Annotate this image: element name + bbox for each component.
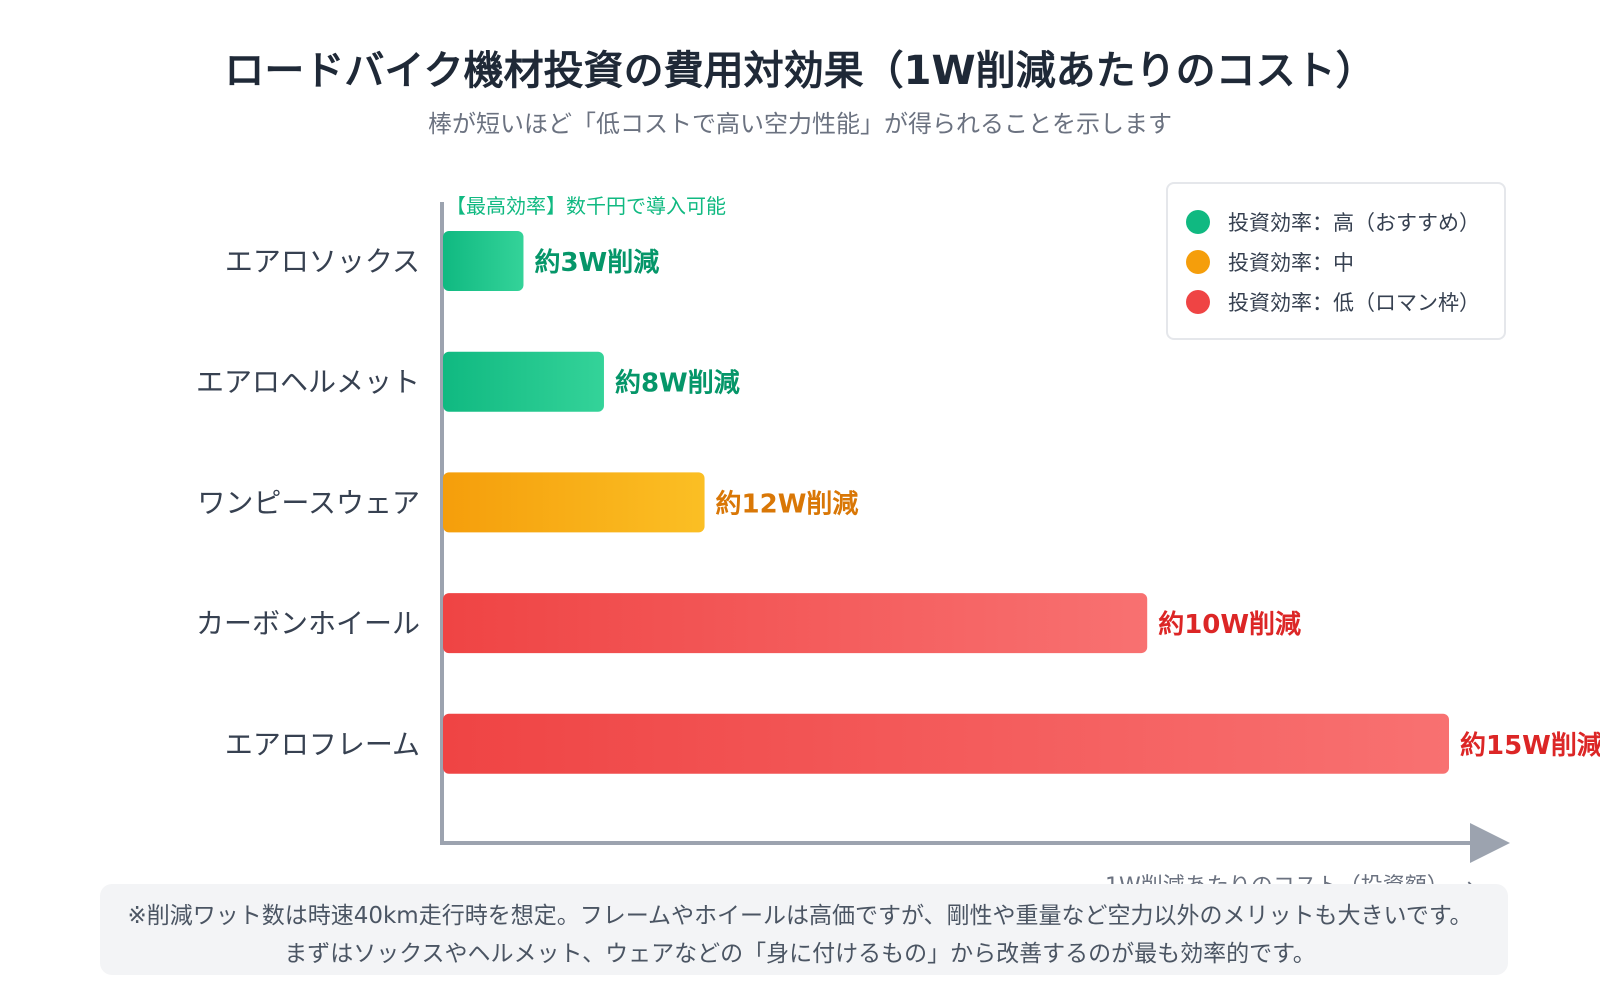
legend: 投資効率：高（おすすめ） 投資効率：中 投資効率：低（ロマン枠）: [1166, 182, 1506, 340]
chart-subtitle: 棒が短いほど「低コストで高い空力性能」が得られることを示します: [428, 110, 1172, 138]
data-label: 約3W削減: [534, 247, 659, 278]
bar-4: [443, 593, 1148, 654]
footnote-line-1: ※削減ワット数は時速40km走行時を想定。フレームやホイールは高価ですが、剛性や…: [127, 903, 1473, 929]
bar-2: [443, 351, 604, 412]
category-label: カーボンホイール: [196, 607, 420, 640]
x-axis-arrow-icon: [1470, 823, 1510, 863]
chart-title: ロードバイク機材投資の費用対効果（1W削減あたりのコスト）: [224, 48, 1376, 94]
bar-1: [443, 231, 524, 291]
footnote-line-2: まずはソックスやヘルメット、ウェアなどの「身に付けるもの」から改善するのが最も効…: [284, 941, 1316, 967]
legend-item-low: 投資効率：低（ロマン枠）: [1186, 282, 1504, 322]
legend-item-high: 投資効率：高（おすすめ）: [1186, 202, 1504, 242]
data-label: 約10W削減: [1158, 609, 1301, 640]
legend-dot-high: [1186, 210, 1210, 234]
legend-item-mid: 投資効率：中: [1186, 242, 1504, 282]
data-label: 約12W削減: [716, 488, 859, 519]
legend-dot-mid: [1186, 250, 1210, 274]
legend-dot-low: [1186, 290, 1210, 314]
footnote-box: [100, 884, 1508, 975]
annotation-best-efficiency: 【最高効率】数千円で導入可能: [446, 194, 726, 218]
category-label: エアロソックス: [225, 245, 420, 278]
bar-5: [443, 713, 1449, 774]
data-label: 約15W削減: [1460, 730, 1600, 761]
data-label: 約8W削減: [615, 368, 740, 399]
category-label: ワンピースウェア: [197, 486, 420, 519]
bar-3: [443, 472, 705, 533]
category-label: エアロヘルメット: [196, 366, 420, 399]
category-label: エアロフレーム: [225, 728, 420, 761]
